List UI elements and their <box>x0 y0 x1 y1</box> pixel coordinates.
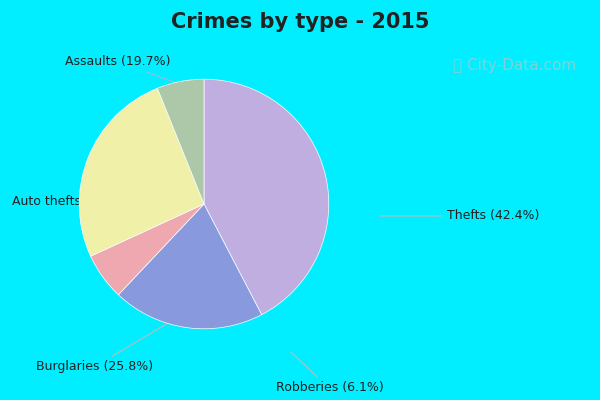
Text: Assaults (19.7%): Assaults (19.7%) <box>65 55 221 99</box>
Text: Burglaries (25.8%): Burglaries (25.8%) <box>35 316 180 373</box>
Wedge shape <box>79 88 204 256</box>
Text: Thefts (42.4%): Thefts (42.4%) <box>379 210 539 222</box>
Text: Robberies (6.1%): Robberies (6.1%) <box>275 352 383 394</box>
Text: Crimes by type - 2015: Crimes by type - 2015 <box>171 12 429 32</box>
Wedge shape <box>91 204 204 295</box>
Wedge shape <box>204 79 329 315</box>
Text: ⓘ City-Data.com: ⓘ City-Data.com <box>453 58 577 73</box>
Wedge shape <box>118 204 262 329</box>
Text: Auto thefts (6.1%): Auto thefts (6.1%) <box>12 196 139 208</box>
Wedge shape <box>157 79 204 204</box>
